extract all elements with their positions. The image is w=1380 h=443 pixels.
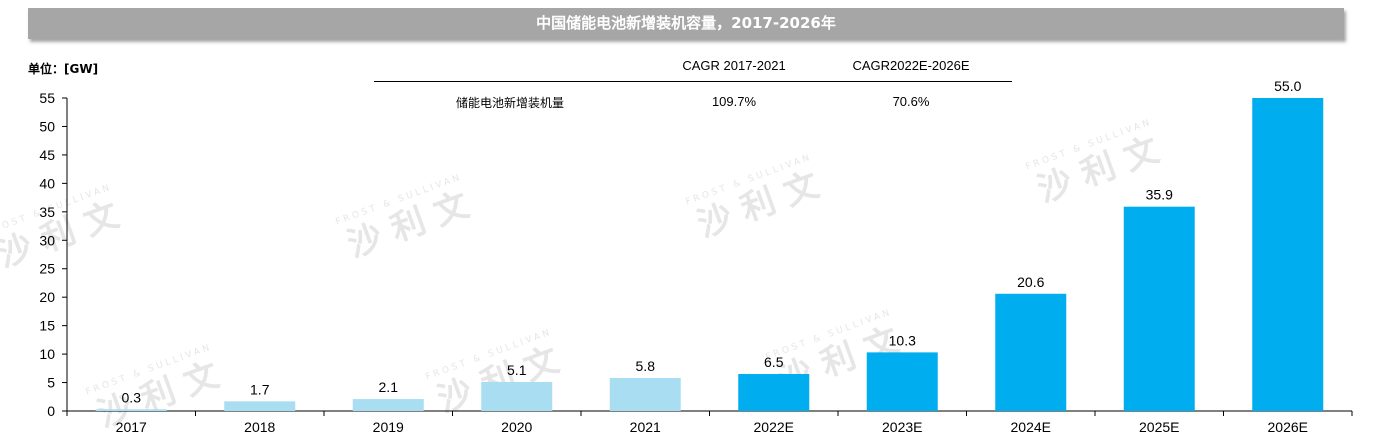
cagr-value-2022e-2026e: 70.6% [892, 94, 930, 109]
bars [95, 98, 1324, 411]
x-tick-label: 2020 [501, 419, 532, 435]
cagr-header-2017-2021: CAGR 2017-2021 [682, 58, 786, 73]
x-tick-label: 2026E [1268, 419, 1308, 435]
bar-2026E [1252, 98, 1324, 411]
y-tick-label: 25 [39, 261, 55, 277]
bar-2018 [224, 401, 296, 411]
y-tick-label: 10 [39, 346, 55, 362]
y-tick-label: 35 [39, 204, 55, 220]
x-tick-label: 2021 [630, 419, 661, 435]
bar-2021 [609, 377, 681, 411]
bar-2024E [995, 293, 1067, 411]
x-tick-label: 2017 [116, 419, 147, 435]
unit-label: 单位：[GW] [28, 62, 99, 76]
bar-2020 [481, 381, 553, 411]
bar-2017 [95, 409, 167, 411]
data-label: 10.3 [889, 332, 916, 348]
x-axis: 2017 2018 2019 2020 2021 2022E 2023E 2024E 2025E… [66, 410, 1353, 435]
y-tick-label: 30 [39, 232, 55, 248]
y-tick-label: 0 [47, 403, 55, 419]
y-tick-label: 55 [39, 90, 55, 106]
data-label: 5.1 [507, 362, 527, 378]
y-tick-label: 40 [39, 175, 55, 191]
y-tick-label: 20 [39, 289, 55, 305]
y-tick-label: 5 [47, 375, 55, 391]
data-label: 6.5 [764, 354, 784, 370]
x-tick-label: 2022E [754, 419, 794, 435]
x-tick-label: 2025E [1139, 419, 1179, 435]
data-label: 35.9 [1146, 187, 1173, 203]
cagr-table: CAGR 2017-2021 CAGR2022E-2026E 储能电池新增装机量… [374, 54, 1012, 114]
x-tick-label: 2024E [1011, 419, 1051, 435]
x-tick-label: 2023E [882, 419, 922, 435]
data-label: 5.8 [636, 358, 656, 374]
y-tick-label: 45 [39, 147, 55, 163]
cagr-row-label: 储能电池新增装机量 [455, 96, 564, 110]
data-label: 55.0 [1274, 78, 1301, 94]
bar-2023E [866, 352, 938, 411]
cagr-value-2017-2021: 109.7% [711, 94, 757, 109]
y-tick-label: 50 [39, 118, 55, 134]
data-label: 1.7 [250, 381, 270, 397]
y-tick-label: 15 [39, 318, 55, 334]
data-label: 20.6 [1017, 274, 1044, 290]
data-label: 2.1 [379, 379, 399, 395]
data-labels: 0.3 1.7 2.1 5.1 5.8 6.5 10.3 20.6 35.9 55.0 [122, 78, 1302, 405]
bar-2022E [738, 374, 810, 411]
x-tick-label: 2019 [373, 419, 404, 435]
bar-2019 [352, 399, 424, 411]
data-label: 0.3 [122, 389, 142, 405]
bar-2025E [1123, 206, 1195, 411]
cagr-header-2022e-2026e: CAGR2022E-2026E [852, 58, 970, 73]
x-tick-label: 2018 [244, 419, 275, 435]
chart-title: 中国储能电池新增装机容量，2017-2026年 [28, 8, 1344, 39]
cagr-table-rule [374, 81, 1012, 82]
y-axis: 0 5 10 15 20 25 30 35 40 45 50 55 [39, 90, 68, 419]
